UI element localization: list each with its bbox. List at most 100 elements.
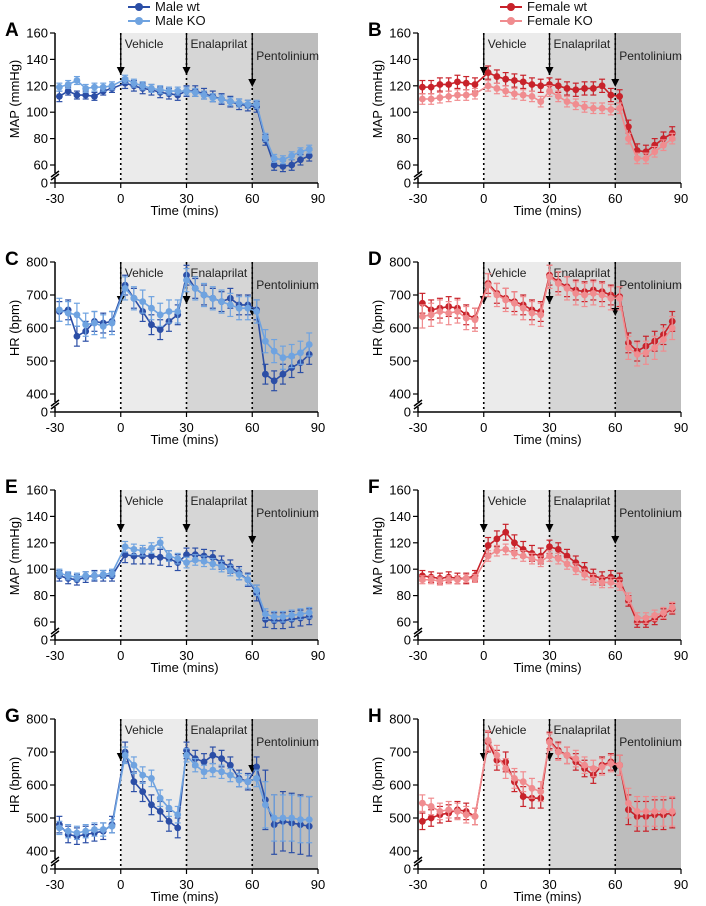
data-point [445, 806, 453, 814]
panel-label-a: A [5, 20, 19, 41]
data-point [668, 604, 676, 611]
data-point [493, 73, 501, 80]
arrow-head-pentolinium [248, 79, 257, 87]
data-point [642, 614, 650, 622]
data-point [660, 609, 667, 617]
y-tick-label: 500 [26, 811, 48, 826]
arrow-head-vehicle [116, 67, 125, 75]
data-point [427, 576, 435, 584]
data-point [148, 544, 155, 552]
data-point [511, 77, 518, 84]
data-point [82, 321, 90, 329]
enalaprilat-phase-bg [186, 719, 253, 869]
y-tick-label: 80 [397, 131, 411, 146]
legend-marker-female-ko [507, 17, 515, 25]
data-point [305, 341, 313, 348]
series-female-ko [418, 729, 676, 827]
x-tick-label: 90 [674, 420, 688, 435]
data-point [625, 799, 632, 807]
data-point [148, 775, 155, 782]
data-point [436, 308, 444, 315]
data-point [253, 100, 261, 108]
annotation-pentolinium: Pentolinium [619, 735, 682, 749]
data-point [121, 543, 129, 551]
enalaprilat-phase-bg [186, 262, 253, 412]
data-point [235, 776, 243, 784]
data-point [436, 94, 444, 102]
data-point [625, 123, 632, 131]
data-point [528, 555, 536, 563]
data-point [598, 104, 606, 112]
y-tick-label-zero: 0 [404, 405, 411, 420]
axis-break-mark [50, 856, 60, 864]
data-point [471, 575, 479, 582]
arrow-head-enalaprilat [545, 524, 554, 532]
data-point [625, 594, 632, 602]
data-point [436, 808, 444, 815]
data-point [511, 775, 518, 782]
data-point [99, 571, 107, 578]
x-tick-label: 90 [311, 648, 325, 663]
x-tick-label: 90 [674, 877, 688, 892]
y-tick-label: 600 [389, 778, 411, 793]
legend-label-male-ko: Male KO [155, 13, 206, 28]
data-point [82, 91, 90, 99]
data-point [73, 829, 81, 837]
data-point [297, 148, 304, 156]
data-point [262, 133, 269, 141]
data-point [288, 612, 296, 619]
annotation-vehicle: Vehicle [125, 494, 164, 508]
y-axis-label: MAP (mmHg) [370, 517, 385, 595]
axis-break-mark [50, 627, 60, 635]
pentolinium-phase-bg [615, 490, 681, 640]
data-point [73, 77, 81, 84]
data-point [130, 778, 138, 786]
y-axis-label: HR (bpm) [7, 300, 22, 356]
axis-break-mark [413, 402, 423, 410]
data-point [305, 816, 313, 824]
data-point [148, 321, 155, 329]
y-tick-label: 400 [26, 844, 48, 859]
x-axis-label: Time (mins) [150, 889, 218, 904]
y-tick-label: 160 [26, 26, 48, 41]
data-point [165, 817, 173, 825]
data-point [581, 571, 588, 578]
y-axis-label: MAP (mmHg) [370, 60, 385, 138]
x-tick-label: -30 [46, 877, 65, 892]
data-point [226, 567, 234, 574]
vehicle-phase-bg [483, 33, 550, 183]
y-tick-label: 500 [389, 811, 411, 826]
series-female-ko [418, 79, 676, 165]
y-tick-label: 400 [26, 387, 48, 402]
data-point [108, 569, 116, 577]
data-point [607, 294, 615, 302]
axis-break-mark [50, 630, 60, 638]
x-tick-label: -30 [46, 191, 65, 206]
data-point [64, 827, 72, 835]
data-point [589, 576, 597, 584]
data-point [502, 296, 510, 304]
data-point [528, 92, 536, 100]
series-female-ko [418, 264, 676, 367]
axis-break-mark [50, 399, 60, 407]
annotation-vehicle: Vehicle [488, 494, 527, 508]
data-point [454, 308, 461, 315]
data-point [589, 765, 597, 772]
data-point [572, 100, 580, 108]
data-point [563, 98, 571, 106]
data-point [55, 306, 63, 314]
x-axis-label: Time (mins) [150, 660, 218, 675]
data-point [563, 285, 571, 292]
x-tick-label: 60 [608, 877, 622, 892]
data-point [270, 155, 278, 162]
axis-break-mark [50, 173, 60, 181]
y-tick-label: 500 [26, 354, 48, 369]
data-point [130, 294, 138, 302]
data-point [511, 90, 518, 98]
data-point [191, 89, 199, 96]
data-point [633, 351, 641, 358]
panel-h: Vehicle EnalaprilatPentolinium40050060070… [368, 706, 688, 904]
y-tick-label-zero: 0 [404, 633, 411, 648]
data-point [572, 755, 580, 762]
annotation-enalaprilat: Enalaprilat [554, 494, 611, 508]
